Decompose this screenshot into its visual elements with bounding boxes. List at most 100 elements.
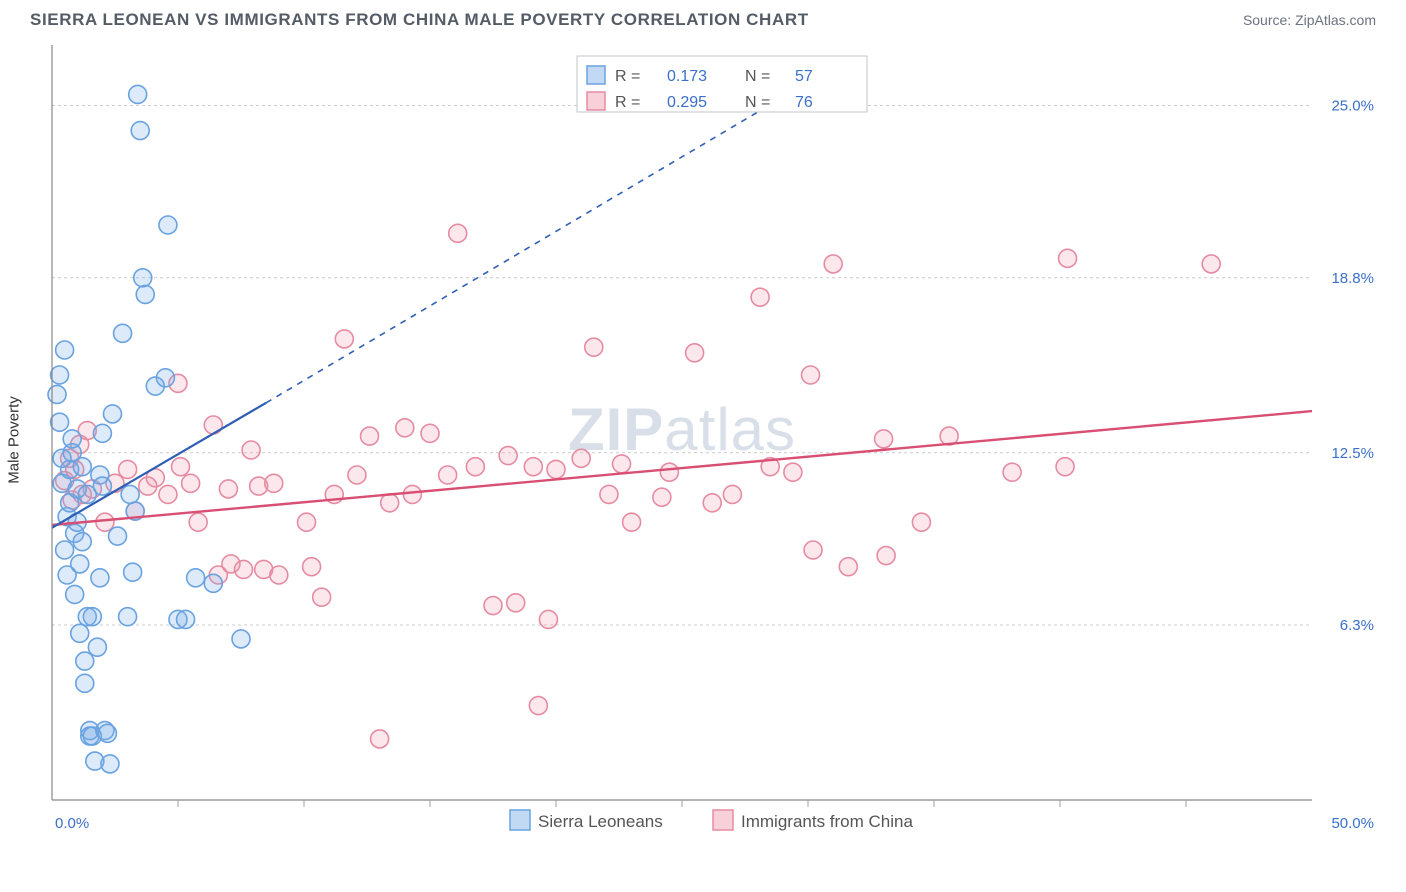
- data-point: [172, 458, 190, 476]
- data-point: [381, 494, 399, 512]
- data-point: [136, 285, 154, 303]
- chart-title: SIERRA LEONEAN VS IMMIGRANTS FROM CHINA …: [30, 10, 809, 30]
- chart-source: Source: ZipAtlas.com: [1243, 12, 1376, 28]
- data-point: [134, 269, 152, 287]
- data-point: [824, 255, 842, 273]
- data-point: [88, 638, 106, 656]
- legend-r-value: 0.295: [667, 94, 707, 111]
- data-point: [613, 455, 631, 473]
- data-point: [56, 541, 74, 559]
- data-point: [403, 485, 421, 503]
- legend-n-value: 76: [795, 94, 813, 111]
- data-point: [96, 513, 114, 531]
- data-point: [66, 585, 84, 603]
- data-point: [219, 480, 237, 498]
- data-point: [449, 224, 467, 242]
- data-point: [524, 458, 542, 476]
- data-point: [547, 460, 565, 478]
- data-point: [129, 85, 147, 103]
- watermark: ZIPatlas: [568, 396, 796, 463]
- legend-swatch: [587, 66, 605, 84]
- x-min-label: 0.0%: [55, 815, 89, 832]
- data-point: [114, 324, 132, 342]
- data-point: [73, 533, 91, 551]
- legend-r-label: R =: [615, 94, 640, 111]
- data-point: [159, 485, 177, 503]
- data-point: [507, 594, 525, 612]
- data-point: [131, 122, 149, 140]
- x-max-label: 50.0%: [1331, 815, 1374, 832]
- data-point: [101, 755, 119, 773]
- data-point: [371, 730, 389, 748]
- data-point: [723, 485, 741, 503]
- data-point: [348, 466, 366, 484]
- data-point: [804, 541, 822, 559]
- legend-swatch: [510, 810, 530, 830]
- data-point: [686, 344, 704, 362]
- data-point: [877, 547, 895, 565]
- data-point: [270, 566, 288, 584]
- data-point: [109, 527, 127, 545]
- data-point: [204, 416, 222, 434]
- data-point: [499, 447, 517, 465]
- data-point: [51, 413, 69, 431]
- data-point: [653, 488, 671, 506]
- data-point: [189, 513, 207, 531]
- data-point: [303, 558, 321, 576]
- data-point: [71, 555, 89, 573]
- data-point: [156, 369, 174, 387]
- data-point: [83, 608, 101, 626]
- data-point: [119, 460, 137, 478]
- y-tick-label: 18.8%: [1331, 270, 1374, 287]
- data-point: [1059, 249, 1077, 267]
- chart-header: SIERRA LEONEAN VS IMMIGRANTS FROM CHINA …: [0, 0, 1406, 34]
- data-point: [484, 597, 502, 615]
- data-point: [51, 366, 69, 384]
- trend-line-blue-extrapolated: [266, 97, 783, 403]
- data-point: [600, 485, 618, 503]
- data-point: [93, 477, 111, 495]
- data-point: [124, 563, 142, 581]
- data-point: [76, 674, 94, 692]
- data-point: [232, 630, 250, 648]
- data-point: [585, 338, 603, 356]
- data-point: [242, 441, 260, 459]
- data-point: [466, 458, 484, 476]
- data-point: [1003, 463, 1021, 481]
- data-point: [572, 449, 590, 467]
- data-point: [265, 474, 283, 492]
- data-point: [421, 424, 439, 442]
- scatter-chart: 6.3%12.5%18.8%25.0%ZIPatlas0.0%50.0%R =0…: [30, 40, 1380, 840]
- data-point: [182, 474, 200, 492]
- y-tick-label: 6.3%: [1340, 617, 1374, 634]
- data-point: [187, 569, 205, 587]
- data-point: [912, 513, 930, 531]
- data-point: [529, 697, 547, 715]
- legend-swatch: [713, 810, 733, 830]
- legend-n-value: 57: [795, 68, 813, 85]
- data-point: [56, 341, 74, 359]
- data-point: [802, 366, 820, 384]
- data-point: [98, 724, 116, 742]
- data-point: [839, 558, 857, 576]
- data-point: [298, 513, 316, 531]
- legend-series-label: Immigrants from China: [741, 812, 913, 831]
- legend-r-label: R =: [615, 68, 640, 85]
- data-point: [784, 463, 802, 481]
- data-point: [539, 610, 557, 628]
- data-point: [91, 569, 109, 587]
- data-point: [703, 494, 721, 512]
- data-point: [93, 424, 111, 442]
- data-point: [623, 513, 641, 531]
- y-tick-label: 25.0%: [1331, 98, 1374, 115]
- legend-r-value: 0.173: [667, 68, 707, 85]
- data-point: [71, 624, 89, 642]
- data-point: [177, 610, 195, 628]
- data-point: [361, 427, 379, 445]
- data-point: [73, 458, 91, 476]
- data-point: [439, 466, 457, 484]
- data-point: [335, 330, 353, 348]
- data-point: [121, 485, 139, 503]
- legend-swatch: [587, 92, 605, 110]
- data-point: [76, 652, 94, 670]
